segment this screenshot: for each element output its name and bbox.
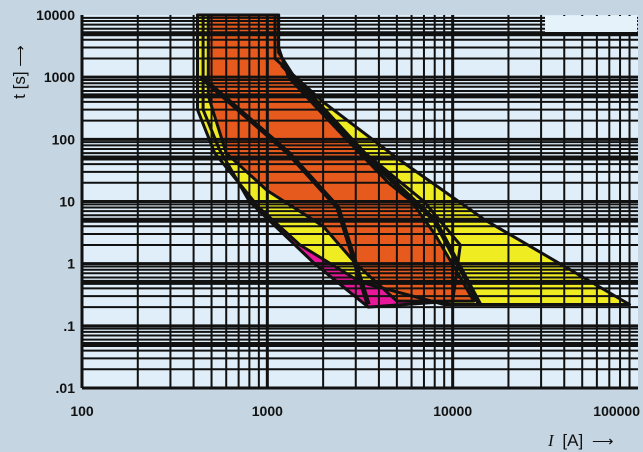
- y-tick-label: 100: [52, 131, 76, 147]
- x-tick-label: 10000: [433, 403, 472, 419]
- y-tick-label: 10000: [36, 7, 75, 23]
- y-axis-arrow-icon: ⟶: [12, 45, 29, 67]
- y-axis-title: t [s] ⟶: [10, 45, 29, 99]
- x-tick-label: 1000: [252, 403, 283, 419]
- x-axis-title-symbol: I: [547, 431, 555, 450]
- y-tick-label: 10: [59, 194, 75, 210]
- x-tick-label: 100: [70, 403, 94, 419]
- y-tick-label: .01: [56, 380, 76, 396]
- series-outline-1: [196, 13, 631, 306]
- boundary-line-0: [199, 75, 371, 306]
- series-outline-2: [206, 13, 476, 303]
- x-axis-title-unit: [A]: [562, 431, 583, 450]
- legend-box: [545, 16, 637, 32]
- x-axis-title: I [A] ⟶: [547, 431, 613, 450]
- chart-grid: [80, 15, 638, 390]
- y-tick-label: .1: [63, 318, 75, 334]
- y-tick-label: 1: [67, 256, 75, 272]
- chart-ticks: 100 1000 10000 100000 10000 1000 100 10 1 .1 .01: [36, 7, 640, 419]
- y-tick-label: 1000: [44, 69, 75, 85]
- chart-boundaries: [196, 13, 631, 309]
- x-axis-arrow-icon: ⟶: [592, 433, 614, 450]
- x-tick-label: 100000: [593, 403, 640, 419]
- y-axis-title-text: t [s]: [10, 71, 29, 98]
